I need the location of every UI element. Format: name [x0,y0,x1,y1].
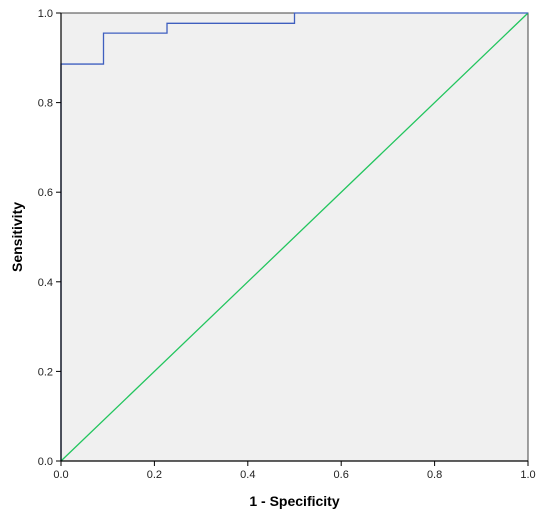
x-tick-label: 0.4 [240,469,255,481]
reference-diagonal-line [60,12,529,462]
y-tick-label: 0.0 [38,456,53,468]
y-tick-label: 0.2 [38,366,53,378]
y-tick-label: 0.4 [38,277,53,289]
x-axis-title: 1 - Specificity [249,493,339,509]
y-axis-title: Sensitivity [9,202,25,272]
x-tick-label: 0.2 [147,469,162,481]
x-tick-label: 0.6 [334,469,349,481]
axes-layer [60,13,528,462]
ticks-layer: 0.0 0.2 0.4 0.6 0.8 1.0 0.0 0.2 0.4 0.6 0.8 1.0 [38,8,536,481]
x-tick-label: 0.0 [53,469,68,481]
y-tick-label: 0.8 [38,98,53,110]
series-layer [60,12,529,462]
x-tick-label: 0.8 [427,469,442,481]
x-tick-label: 1.0 [520,469,535,481]
roc-curve-line [60,12,528,461]
y-tick-label: 0.6 [38,187,53,199]
y-tick-label: 1.0 [38,8,53,20]
